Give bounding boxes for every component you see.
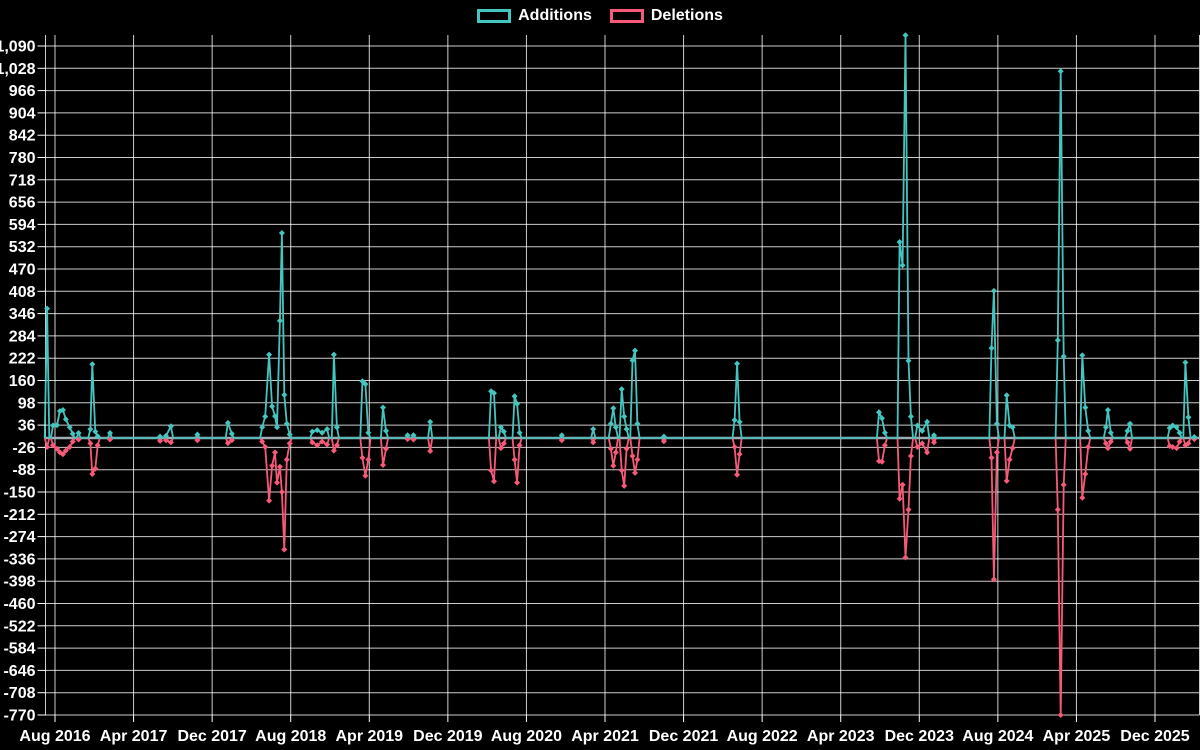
svg-text:532: 532: [9, 239, 36, 256]
deletions-line: [43, 437, 1198, 716]
svg-text:408: 408: [9, 284, 36, 301]
svg-text:Aug 2020: Aug 2020: [491, 728, 562, 745]
x-axis-labels: Aug 2016 Apr 2017 Dec 2017 Aug 2018 Apr 2019…: [19, 728, 1189, 745]
svg-text:-336: -336: [3, 551, 35, 568]
svg-text:Apr 2025: Apr 2025: [1043, 728, 1111, 745]
svg-text:Dec 2021: Dec 2021: [649, 728, 718, 745]
svg-text:-584: -584: [3, 641, 35, 658]
svg-text:-274: -274: [3, 529, 35, 546]
svg-text:1,090: 1,090: [0, 39, 36, 56]
additions-swatch-icon: [477, 9, 512, 23]
svg-text:Aug 2024: Aug 2024: [962, 728, 1033, 745]
svg-text:904: 904: [9, 105, 36, 122]
svg-text:-646: -646: [3, 663, 35, 680]
svg-text:346: 346: [9, 306, 36, 323]
svg-text:222: 222: [9, 351, 36, 368]
svg-text:-770: -770: [3, 708, 35, 725]
svg-text:-398: -398: [3, 574, 35, 591]
svg-text:160: 160: [9, 373, 36, 390]
svg-text:-460: -460: [3, 596, 35, 613]
legend-item-additions[interactable]: Additions: [477, 6, 592, 26]
svg-text:Aug 2022: Aug 2022: [727, 728, 798, 745]
svg-text:594: 594: [9, 217, 36, 234]
svg-text:Aug 2018: Aug 2018: [255, 728, 326, 745]
svg-text:470: 470: [9, 262, 36, 279]
svg-text:842: 842: [9, 128, 36, 145]
legend-label-additions: Additions: [518, 7, 592, 24]
axis-ticks: [37, 45, 1156, 722]
chart-legend: Additions Deletions: [0, 6, 1200, 26]
additions-line: [43, 35, 1198, 439]
svg-text:Dec 2025: Dec 2025: [1120, 728, 1189, 745]
svg-text:-708: -708: [3, 685, 35, 702]
svg-text:284: 284: [9, 328, 36, 345]
svg-text:Apr 2021: Apr 2021: [571, 728, 639, 745]
y-axis-labels: 1,090 1,028 966 904 842 780 718 656 594 532 470 408…: [0, 39, 36, 725]
svg-text:Apr 2017: Apr 2017: [100, 728, 168, 745]
svg-text:Aug 2016: Aug 2016: [19, 728, 90, 745]
svg-text:-150: -150: [3, 485, 35, 502]
legend-item-deletions[interactable]: Deletions: [609, 6, 723, 26]
svg-text:656: 656: [9, 195, 36, 212]
deletions-swatch-icon: [609, 9, 644, 23]
svg-text:Apr 2023: Apr 2023: [807, 728, 875, 745]
legend-label-deletions: Deletions: [650, 7, 723, 24]
svg-text:98: 98: [18, 395, 36, 412]
svg-text:718: 718: [9, 172, 36, 189]
svg-text:Dec 2017: Dec 2017: [177, 728, 246, 745]
svg-text:Dec 2019: Dec 2019: [413, 728, 482, 745]
svg-text:-522: -522: [3, 618, 35, 635]
svg-text:Dec 2023: Dec 2023: [885, 728, 954, 745]
svg-text:1,028: 1,028: [0, 61, 36, 78]
svg-text:36: 36: [18, 418, 36, 435]
svg-text:-88: -88: [12, 462, 35, 479]
svg-text:780: 780: [9, 150, 36, 167]
svg-text:Apr 2019: Apr 2019: [335, 728, 403, 745]
svg-text:-26: -26: [12, 440, 35, 457]
svg-text:966: 966: [9, 83, 36, 100]
svg-text:-212: -212: [3, 507, 35, 524]
grid-lines: [45, 35, 1200, 716]
point-markers: [44, 32, 1198, 718]
